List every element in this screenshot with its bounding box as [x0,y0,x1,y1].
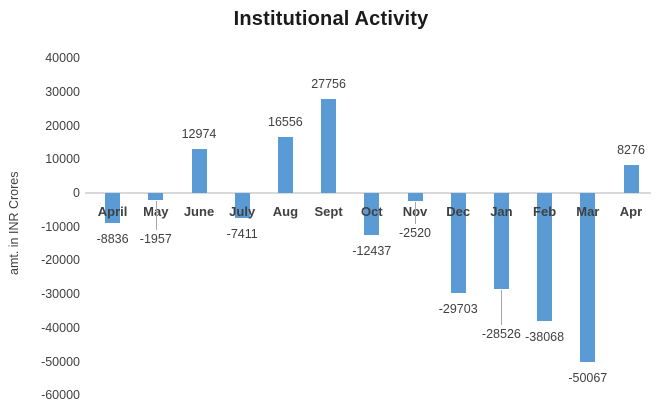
bar-dec-8 [450,193,466,294]
y-axis-tick-label: -10000 [41,219,80,234]
y-axis-tick-label: -30000 [41,287,80,302]
category-label-may-1: May [125,204,187,220]
y-axis-tick-label: -50000 [41,354,80,369]
data-label-oct-6: -12437 [352,243,392,258]
category-label-feb-10: Feb [533,204,557,219]
bar-feb-10 [537,193,553,322]
category-label-jan-9: Jan [490,204,513,219]
data-label-july-3: -7411 [226,226,258,241]
y-axis-tick-label: -20000 [41,253,80,268]
chart-title: Institutional Activity [233,8,429,30]
category-label-sept-5: Sept [314,204,343,219]
leader-line-may-1 [155,200,157,230]
leader-line-jan-9 [501,290,503,325]
data-label-may-1: -1957 [139,232,172,246]
data-label-april-0: -8836 [96,231,129,246]
bar-mar-11 [580,193,596,362]
bar-nov-7 [407,193,423,202]
bar-oct-6 [364,193,380,235]
data-label-aug-4: 16556 [268,115,303,130]
y-axis-tick-label: 0 [73,186,80,200]
bar-may-1 [148,193,164,200]
bar-apr-12 [623,165,639,193]
data-label-sept-5: 27756 [311,77,346,92]
y-axis-tick-label: 40000 [45,51,80,66]
data-label-dec-8: -29703 [438,302,478,317]
category-label-oct-6: Oct [360,204,383,219]
data-label-nov-7: -2520 [399,226,431,240]
data-label-apr-12: 8276 [617,143,645,158]
category-label-apr-12: Apr [619,204,643,219]
data-label-mar-11: -50067 [568,370,608,385]
bar-april-0 [105,193,121,223]
category-label-mar-11: Mar [576,204,600,219]
category-label-dec-8: Dec [446,204,471,219]
bar-july-3 [234,193,250,218]
data-label-jan-9: -28526 [481,327,521,341]
leader-line-nov-7 [415,202,416,224]
data-label-june-2: 12974 [181,127,217,142]
bar-sept-5 [321,99,337,193]
y-axis-tick-label: -60000 [41,388,80,403]
y-axis-tick-label: -40000 [41,320,80,335]
y-axis-tick-label: 30000 [45,84,80,99]
category-label-april-0: April [97,204,128,219]
y-axis-tick-label: 10000 [45,152,80,167]
category-label-june-2: June [183,204,215,219]
category-label-july-3: July [229,204,256,219]
bar-june-2 [191,149,207,193]
bar-aug-4 [277,137,293,193]
bar-jan-9 [493,193,509,290]
x-axis-line [85,192,651,194]
y-axis-title: amt. in INR Crores [7,171,21,275]
category-label-aug-4: Aug [272,204,299,219]
data-label-feb-10: -38068 [525,330,565,345]
y-axis-tick-label: 20000 [45,118,80,133]
